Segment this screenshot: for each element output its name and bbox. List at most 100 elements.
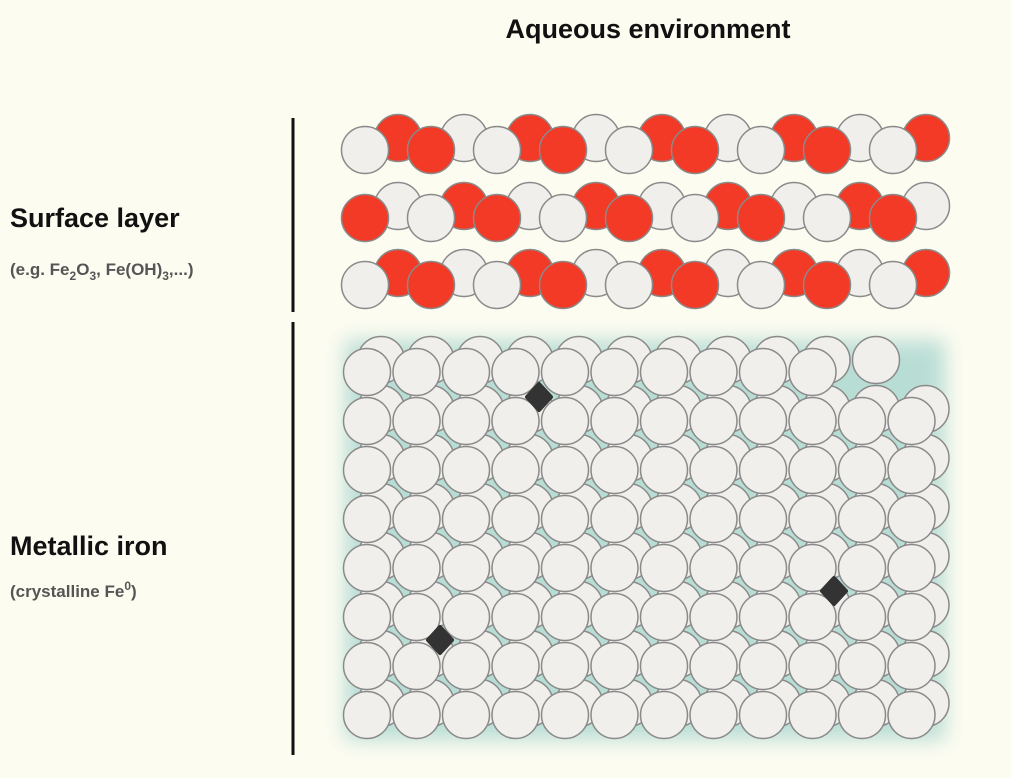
iron-atom xyxy=(839,447,886,494)
iron-atom xyxy=(542,594,589,641)
iron-atom xyxy=(393,692,440,739)
iron-atom xyxy=(740,594,787,641)
iron-atom xyxy=(492,692,539,739)
oxide-atom xyxy=(540,262,587,309)
diagram: Aqueous environment Surface layer (e.g. … xyxy=(0,0,1011,778)
iron-atom xyxy=(690,496,737,543)
oxide-atom xyxy=(540,195,587,242)
oxide-atom xyxy=(342,195,389,242)
iron-atom xyxy=(740,545,787,592)
iron-atom xyxy=(740,447,787,494)
oxide-atom xyxy=(606,262,653,309)
iron-atom xyxy=(393,643,440,690)
oxide-atom xyxy=(540,127,587,174)
oxide-atom xyxy=(870,262,917,309)
iron-atom xyxy=(591,594,638,641)
iron-atom xyxy=(740,496,787,543)
iron-atom xyxy=(591,447,638,494)
iron-atom xyxy=(591,545,638,592)
iron-atom xyxy=(690,643,737,690)
iron-atom xyxy=(789,692,836,739)
iron-atom xyxy=(591,398,638,445)
iron-atom xyxy=(443,545,490,592)
iron-atom xyxy=(393,398,440,445)
oxide-atom xyxy=(474,195,521,242)
oxide-atom xyxy=(672,262,719,309)
oxide-atom xyxy=(738,195,785,242)
iron-atom xyxy=(542,398,589,445)
iron-atom xyxy=(641,692,688,739)
iron-atom xyxy=(443,349,490,396)
iron-atom xyxy=(888,447,935,494)
oxide-atom xyxy=(738,127,785,174)
iron-atom xyxy=(393,496,440,543)
iron-atom xyxy=(542,496,589,543)
oxide-atom xyxy=(804,127,851,174)
oxide-atom xyxy=(342,262,389,309)
note-part: , Fe(OH) xyxy=(96,260,162,279)
iron-atom xyxy=(344,447,391,494)
iron-atom xyxy=(839,594,886,641)
iron-atom xyxy=(789,398,836,445)
oxide-atom xyxy=(408,127,455,174)
iron-atom xyxy=(344,398,391,445)
oxide-atom xyxy=(672,195,719,242)
iron-atom xyxy=(344,349,391,396)
iron-atom xyxy=(492,349,539,396)
iron-atom xyxy=(690,545,737,592)
iron-atom xyxy=(641,594,688,641)
oxide-atom xyxy=(408,195,455,242)
oxide-atom xyxy=(672,127,719,174)
iron-atom xyxy=(888,545,935,592)
iron-atom xyxy=(641,545,688,592)
metal-label: Metallic iron xyxy=(10,531,168,561)
iron-atom xyxy=(492,643,539,690)
oxide-atom xyxy=(474,127,521,174)
iron-atom xyxy=(789,643,836,690)
iron-atom xyxy=(641,447,688,494)
iron-atom xyxy=(839,545,886,592)
oxide-atom xyxy=(342,127,389,174)
iron-atom xyxy=(393,545,440,592)
iron-atom xyxy=(344,594,391,641)
iron-atom xyxy=(888,692,935,739)
iron-atom xyxy=(542,447,589,494)
iron-atom xyxy=(690,692,737,739)
note-part: (e.g. Fe xyxy=(10,260,70,279)
iron-atom xyxy=(591,349,638,396)
note-part: (crystalline Fe xyxy=(10,582,124,601)
iron-atom xyxy=(443,447,490,494)
oxide-atom xyxy=(870,195,917,242)
iron-atom xyxy=(839,643,886,690)
iron-atom xyxy=(443,643,490,690)
oxide-atom xyxy=(408,262,455,309)
iron-atom xyxy=(641,643,688,690)
iron-atom xyxy=(789,496,836,543)
iron-atom xyxy=(591,692,638,739)
iron-atom xyxy=(443,692,490,739)
iron-atom xyxy=(690,594,737,641)
oxide-atom xyxy=(804,262,851,309)
note-part: ,...) xyxy=(169,260,194,279)
iron-atom xyxy=(888,496,935,543)
iron-atom xyxy=(641,398,688,445)
iron-atom xyxy=(789,447,836,494)
note-part: O xyxy=(76,260,89,279)
iron-atom xyxy=(690,349,737,396)
oxide-atom xyxy=(474,262,521,309)
iron-atom xyxy=(789,349,836,396)
iron-atom xyxy=(542,692,589,739)
iron-atom xyxy=(393,447,440,494)
iron-atom xyxy=(690,398,737,445)
iron-atom xyxy=(492,594,539,641)
title: Aqueous environment xyxy=(505,14,790,44)
atoms xyxy=(342,115,950,739)
iron-atom xyxy=(542,349,589,396)
iron-atom xyxy=(542,643,589,690)
iron-atom xyxy=(853,337,900,384)
iron-atom xyxy=(443,398,490,445)
iron-atom xyxy=(492,496,539,543)
iron-atom xyxy=(839,398,886,445)
iron-atom xyxy=(492,447,539,494)
iron-atom xyxy=(591,643,638,690)
